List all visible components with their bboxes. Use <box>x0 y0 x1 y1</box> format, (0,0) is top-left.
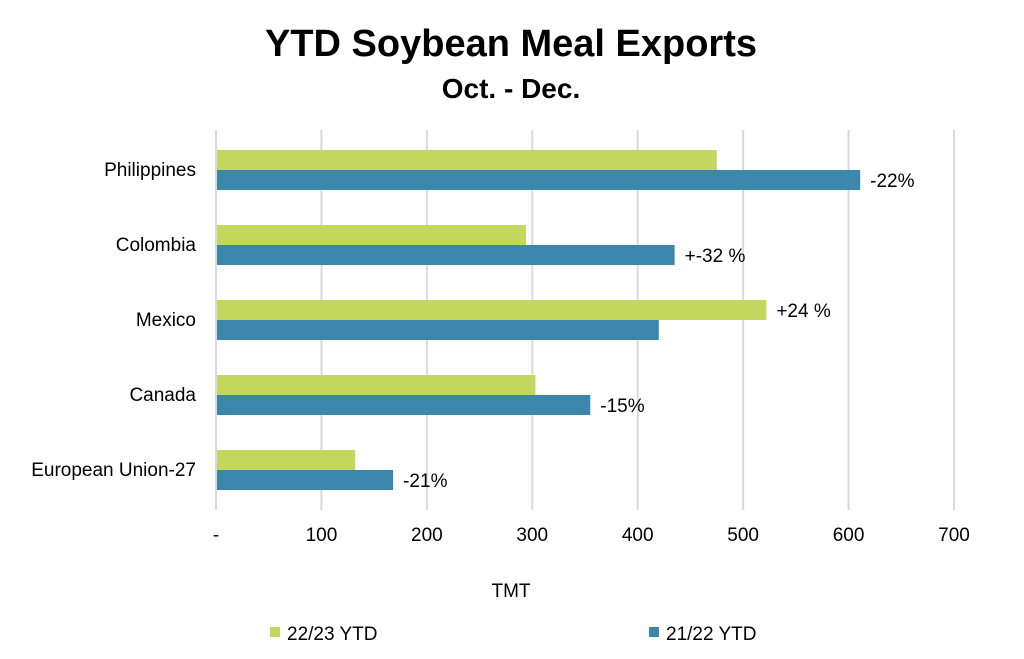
x-tick-label-5: 500 <box>727 525 759 546</box>
legend-label-1: 21/22 YTD <box>666 624 756 645</box>
bar-s0-1 <box>217 225 526 245</box>
legend: 22/23 YTD 21/22 YTD <box>270 624 756 645</box>
bar-s0-0 <box>217 150 717 170</box>
category-label-1: Colombia <box>116 235 197 256</box>
legend-swatch-0 <box>270 627 280 637</box>
data-label-2: +24 % <box>776 301 831 322</box>
data-label-4: -21% <box>403 471 447 492</box>
x-tick-label-1: 100 <box>306 525 338 546</box>
bar-s0-2 <box>217 300 767 320</box>
data-label-0: -22% <box>870 171 914 192</box>
x-tick-label-4: 400 <box>622 525 654 546</box>
x-tick-label-6: 600 <box>833 525 865 546</box>
bars-group <box>217 150 861 490</box>
x-tick-label-7: 700 <box>938 525 970 546</box>
bar-s0-4 <box>217 450 356 470</box>
chart-subtitle: Oct. - Dec. <box>442 73 580 104</box>
x-tick-labels: - 100 200 300 400 500 600 700 <box>213 525 970 546</box>
bar-s1-0 <box>217 170 861 190</box>
x-axis-title: TMT <box>491 581 530 602</box>
data-labels: -22% +-32 % +24 % -15% -21% <box>403 171 915 492</box>
category-labels: Philippines Colombia Mexico Canada European … <box>31 160 196 481</box>
chart-title: YTD Soybean Meal Exports <box>265 23 757 65</box>
x-tick-label-2: 200 <box>411 525 443 546</box>
legend-label-0: 22/23 YTD <box>287 624 377 645</box>
x-tick-label-0: - <box>213 525 219 546</box>
category-label-2: Mexico <box>136 310 196 331</box>
category-label-0: Philippines <box>104 160 196 181</box>
bar-s0-3 <box>217 375 536 395</box>
bar-s1-4 <box>217 470 394 490</box>
bar-s1-2 <box>217 320 659 340</box>
bar-s1-1 <box>217 245 675 265</box>
x-tick-label-3: 300 <box>516 525 548 546</box>
category-label-4: European Union-27 <box>31 460 196 481</box>
legend-swatch-1 <box>649 627 659 637</box>
category-label-3: Canada <box>129 385 196 406</box>
data-label-3: -15% <box>600 396 644 417</box>
bar-s1-3 <box>217 395 591 415</box>
data-label-1: +-32 % <box>685 246 746 267</box>
